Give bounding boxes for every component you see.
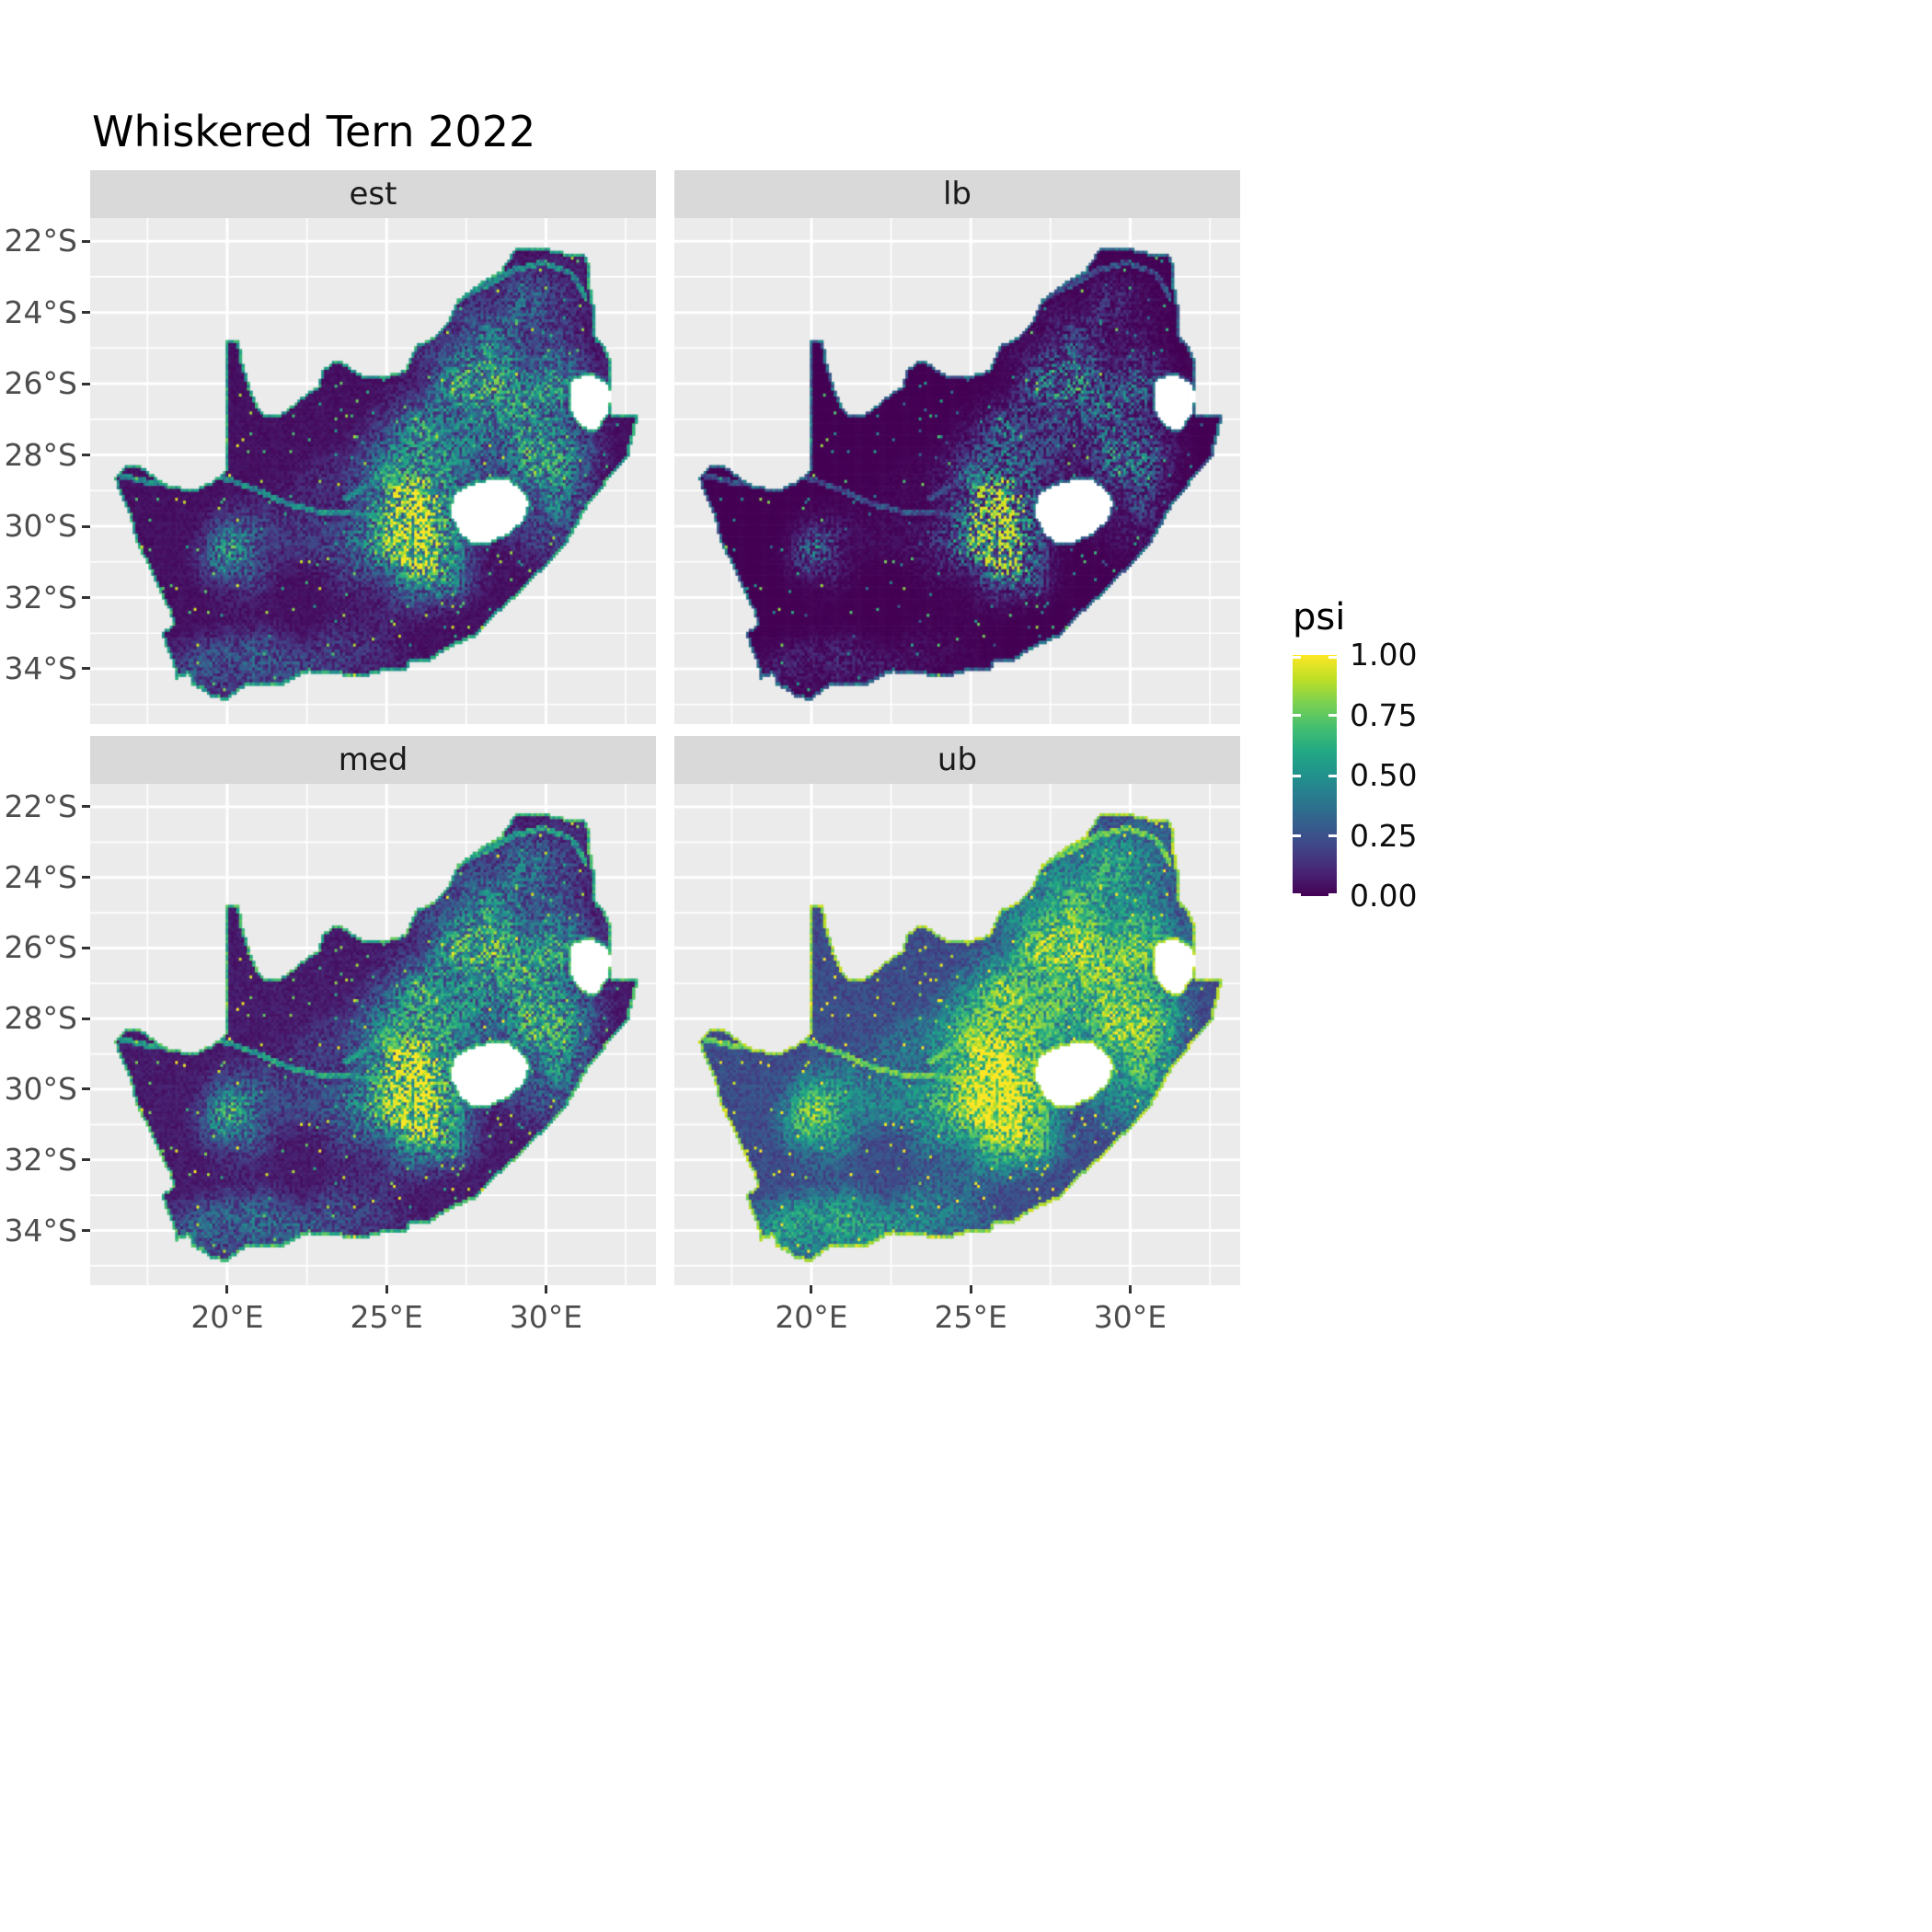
y-tick-mark <box>82 1017 90 1020</box>
y-tick-label: 26°S <box>4 365 77 402</box>
y-tick-mark <box>82 239 90 243</box>
map-panel-lb <box>674 218 1240 724</box>
legend-tick-mark-left <box>1293 656 1301 659</box>
legend-title: psi <box>1293 596 1346 638</box>
y-tick-mark <box>82 524 90 528</box>
legend-tick-label: 0.25 <box>1350 817 1418 854</box>
y-tick-label: 26°S <box>4 929 77 966</box>
y-tick-label: 22°S <box>4 788 77 824</box>
map-panel-med <box>90 784 656 1285</box>
legend-tick-label: 1.00 <box>1350 637 1418 673</box>
y-tick-label: 34°S <box>4 1212 77 1248</box>
legend-tick-mark-right <box>1328 656 1337 659</box>
map-panel-est <box>90 218 656 724</box>
legend-tick-label: 0.75 <box>1350 696 1418 733</box>
y-tick-mark <box>82 311 90 315</box>
y-tick-label: 22°S <box>4 223 77 259</box>
y-tick-label: 30°S <box>4 1070 77 1107</box>
y-tick-mark <box>82 596 90 599</box>
facet-strip-lb: lb <box>674 170 1240 218</box>
facet-strip-label-est: est <box>349 176 397 213</box>
x-tick-label: 25°E <box>934 1299 1007 1335</box>
y-tick-mark <box>82 454 90 457</box>
facet-strip-label-lb: lb <box>942 176 972 213</box>
y-tick-label: 32°S <box>4 579 77 615</box>
plot-title: Whiskered Tern 2022 <box>92 107 536 156</box>
y-tick-label: 32°S <box>4 1141 77 1178</box>
map-panel-ub <box>674 784 1240 1285</box>
x-tick-mark <box>385 1285 388 1294</box>
x-tick-mark <box>969 1285 972 1294</box>
legend-tick-mark-right <box>1328 834 1337 837</box>
x-tick-label: 20°E <box>190 1299 264 1335</box>
y-tick-mark <box>82 1229 90 1232</box>
legend-tick-mark-left <box>1293 834 1301 837</box>
y-tick-mark <box>82 946 90 949</box>
facet-strip-label-med: med <box>338 742 408 778</box>
facet-strip-label-ub: ub <box>937 742 978 778</box>
y-tick-label: 28°S <box>4 436 77 473</box>
legend-tick-mark-right <box>1328 893 1337 896</box>
legend-tick-mark-right <box>1328 774 1337 777</box>
y-tick-mark <box>82 1087 90 1091</box>
y-tick-label: 30°S <box>4 508 77 545</box>
legend-tick-label: 0.00 <box>1350 878 1418 914</box>
x-tick-label: 25°E <box>350 1299 423 1335</box>
y-tick-mark <box>82 1158 90 1162</box>
y-tick-mark <box>82 876 90 880</box>
x-tick-mark <box>544 1285 547 1294</box>
x-tick-label: 30°E <box>1093 1299 1167 1335</box>
legend-tick-mark-left <box>1293 893 1301 896</box>
y-tick-label: 24°S <box>4 293 77 330</box>
y-tick-label: 28°S <box>4 1000 77 1037</box>
x-tick-label: 20°E <box>775 1299 848 1335</box>
y-tick-mark <box>82 382 90 385</box>
x-tick-mark <box>225 1285 229 1294</box>
facet-strip-est: est <box>90 170 656 218</box>
legend-tick-mark-right <box>1328 714 1337 717</box>
legend-tick-label: 0.50 <box>1350 757 1418 793</box>
y-tick-mark <box>82 667 90 671</box>
y-tick-label: 24°S <box>4 858 77 895</box>
legend-tick-mark-left <box>1293 714 1301 717</box>
x-tick-label: 30°E <box>509 1299 583 1335</box>
x-tick-mark <box>810 1285 813 1294</box>
x-tick-mark <box>1128 1285 1132 1294</box>
y-tick-mark <box>82 805 90 809</box>
y-tick-label: 34°S <box>4 650 77 686</box>
facet-strip-med: med <box>90 736 656 784</box>
legend-tick-mark-left <box>1293 774 1301 777</box>
facet-strip-ub: ub <box>674 736 1240 784</box>
